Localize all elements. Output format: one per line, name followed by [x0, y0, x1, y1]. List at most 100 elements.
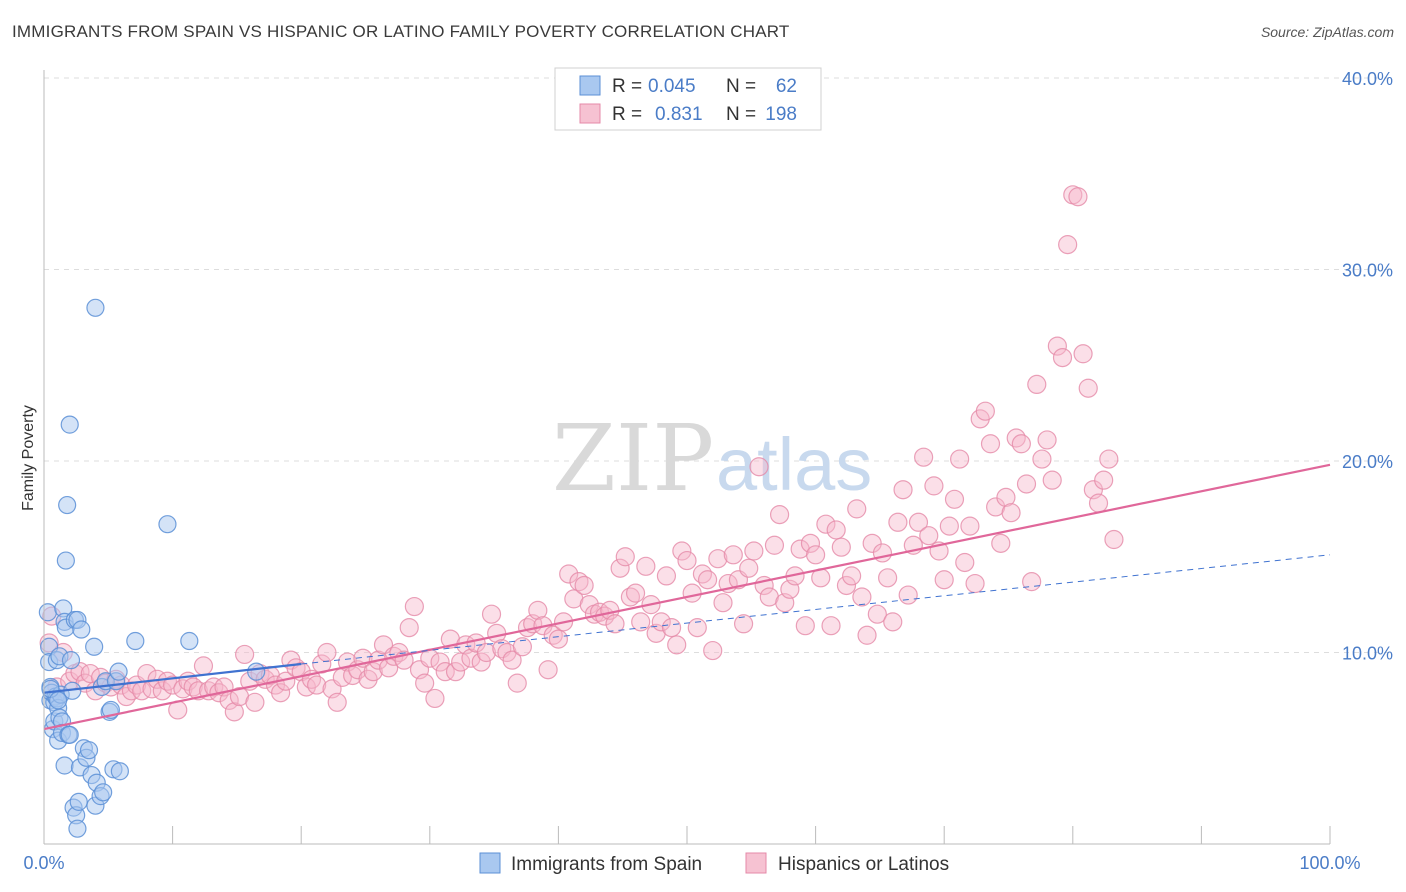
y-tick-label-30: 30.0%: [1342, 261, 1393, 281]
point-hispanics-151: [816, 514, 836, 534]
point-hispanics-138: [749, 457, 769, 477]
point-hispanics-120: [656, 566, 677, 586]
trendline-spain: [43, 662, 302, 694]
point-hispanics-116: [636, 556, 656, 576]
point-hispanics-92: [512, 637, 532, 657]
point-hispanics-192: [1027, 374, 1047, 394]
point-hispanics-40: [245, 692, 265, 712]
point-hispanics-147: [795, 616, 815, 636]
y-axis-tick-labels: 10.0% 20.0% 30.0% 40.0%: [1342, 69, 1393, 664]
point-hispanics-103: [569, 572, 589, 592]
point-hispanics-23: [157, 671, 178, 691]
point-hispanics-157: [847, 499, 867, 519]
legend-swatch-pink: [579, 103, 601, 124]
point-spain-26: [60, 415, 79, 434]
point-hispanics-186: [996, 487, 1016, 507]
point-hispanics-183: [980, 434, 1001, 454]
x-tick-label-min: 0.0%: [23, 853, 64, 873]
point-spain-28: [61, 651, 81, 670]
point-spain-20: [55, 756, 74, 775]
point-hispanics-54: [317, 642, 337, 663]
point-hispanics-126: [687, 618, 707, 638]
point-hispanics-80: [451, 652, 471, 672]
point-hispanics-196: [1047, 336, 1067, 356]
point-hispanics-155: [836, 575, 857, 596]
point-hispanics-45: [271, 683, 291, 703]
point-hispanics-166: [893, 480, 913, 500]
point-hispanics-159: [857, 625, 877, 645]
point-spain-52: [109, 662, 128, 681]
point-hispanics-127: [692, 564, 713, 584]
point-hispanics-171: [919, 526, 939, 546]
point-spain-34: [69, 792, 88, 811]
point-hispanics-91: [507, 673, 527, 693]
x-axis-ticks: [43, 826, 1331, 844]
point-hispanics-191: [1022, 572, 1042, 592]
watermark-atlas: atlas: [716, 423, 872, 506]
point-hispanics-178: [955, 552, 975, 573]
point-hispanics-193: [1032, 449, 1052, 469]
watermark-zip: ZIP: [552, 405, 714, 512]
point-hispanics-174: [934, 570, 954, 590]
point-hispanics-115: [631, 612, 651, 632]
top-legend: R = 0.045 N = 62 R = 0.831 N = 198: [554, 67, 822, 131]
legend-n-value-1: 62: [776, 76, 797, 97]
point-hispanics-22: [152, 681, 172, 701]
point-spain-24: [58, 495, 77, 515]
point-hispanics-16: [121, 681, 142, 701]
point-hispanics-121: [661, 618, 682, 638]
point-spain-0: [38, 603, 57, 622]
point-hispanics-123: [672, 541, 692, 561]
point-hispanics-170: [914, 447, 934, 467]
point-hispanics-197: [1052, 347, 1073, 368]
point-hispanics-56: [327, 692, 347, 712]
x-tick-label-max: 100.0%: [1299, 853, 1360, 873]
point-hispanics-110: [605, 614, 625, 634]
point-hispanics-204: [1088, 493, 1109, 513]
point-hispanics-165: [888, 512, 908, 532]
point-hispanics-90: [502, 650, 522, 670]
point-hispanics-98: [543, 625, 563, 645]
legend-n-label-1: N =: [726, 76, 756, 97]
point-spain-23: [56, 551, 75, 570]
point-hispanics-75: [425, 688, 445, 709]
point-hispanics-160: [862, 533, 882, 553]
point-spain-27: [60, 725, 79, 744]
point-hispanics-177: [950, 449, 970, 469]
point-hispanics-205: [1094, 470, 1114, 490]
point-hispanics-76: [430, 652, 450, 672]
point-hispanics-182: [975, 401, 995, 421]
point-spain-39: [79, 741, 99, 760]
point-spain-56: [180, 631, 199, 651]
point-hispanics-111: [610, 558, 630, 578]
point-hispanics-19: [137, 663, 157, 684]
point-hispanics-202: [1078, 378, 1098, 398]
point-hispanics-152: [821, 616, 841, 636]
point-hispanics-195: [1042, 470, 1062, 490]
point-hispanics-77: [435, 662, 455, 682]
point-hispanics-79: [445, 662, 466, 682]
point-hispanics-99: [548, 629, 569, 649]
point-hispanics-158: [852, 587, 872, 607]
point-hispanics-148: [800, 533, 821, 553]
point-spain-55: [158, 515, 177, 534]
point-hispanics-113: [620, 587, 641, 607]
point-spain-61: [49, 691, 68, 710]
point-hispanics-86: [481, 604, 502, 624]
point-hispanics-190: [1016, 474, 1037, 494]
point-hispanics-189: [1011, 434, 1031, 454]
point-hispanics-125: [682, 583, 702, 603]
point-hispanics-24: [163, 675, 183, 695]
point-hispanics-156: [842, 566, 862, 586]
point-hispanics-136: [739, 558, 759, 578]
y-tick-label-10: 10.0%: [1342, 644, 1393, 664]
point-hispanics-129: [703, 640, 723, 661]
point-hispanics-114: [625, 583, 646, 603]
legend-n-label-2: N =: [726, 104, 756, 125]
point-hispanics-85: [476, 642, 496, 663]
legend-r-value-1: 0.045: [648, 76, 696, 97]
point-hispanics-164: [883, 612, 903, 632]
point-spain-57: [247, 662, 266, 681]
point-spain-46: [94, 783, 113, 802]
point-spain-54: [126, 631, 145, 651]
